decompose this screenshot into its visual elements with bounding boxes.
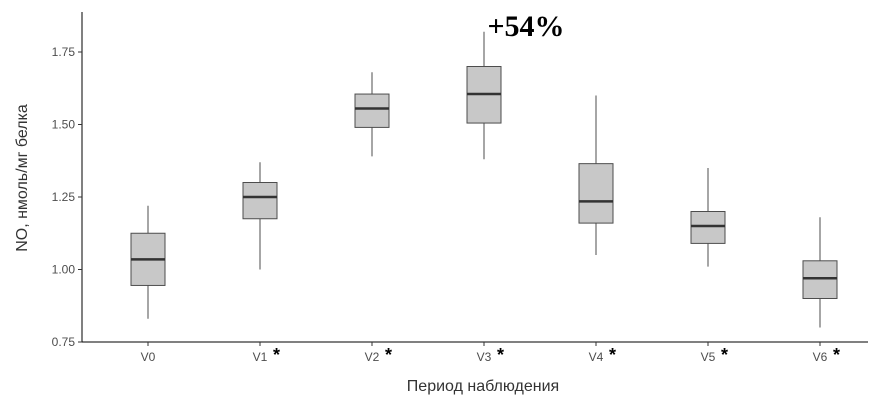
significance-star: * xyxy=(609,345,616,365)
y-tick-label: 1.50 xyxy=(52,118,76,132)
box-v3 xyxy=(466,31,502,160)
y-axis: 0.75 1.00 1.25 1.50 1.75 xyxy=(52,12,83,349)
iqr-box xyxy=(354,93,390,128)
boxes xyxy=(130,31,838,328)
x-tick-label: V4 xyxy=(589,350,604,364)
iqr-box xyxy=(578,163,614,224)
significance-star: * xyxy=(833,345,840,365)
y-tick-label: 0.75 xyxy=(52,335,76,349)
iqr-box xyxy=(690,211,726,244)
y-tick-label: 1.00 xyxy=(52,263,76,277)
iqr-box xyxy=(802,260,838,299)
x-tick-label: V0 xyxy=(141,350,156,364)
y-axis-title: NO, нмоль/мг белка xyxy=(14,104,31,252)
significance-star: * xyxy=(497,345,504,365)
x-axis: V0 V1 * V2 * V3 * V4 * V5 * V6 * xyxy=(82,341,868,365)
box-v2 xyxy=(354,72,390,157)
x-tick-label: V1 xyxy=(253,350,268,364)
x-tick-label: V5 xyxy=(701,350,716,364)
percent-change-annotation: +54% xyxy=(487,10,564,43)
significance-star: * xyxy=(385,345,392,365)
x-axis-title: Период наблюдения xyxy=(407,378,559,395)
box-v0 xyxy=(130,205,166,319)
x-tick-label: V3 xyxy=(477,350,492,364)
box-v1 xyxy=(242,162,278,270)
x-tick-label: V2 xyxy=(365,350,380,364)
y-tick-label: 1.25 xyxy=(52,190,76,204)
significance-star: * xyxy=(273,345,280,365)
x-tick-label: V6 xyxy=(813,350,828,364)
box-v6 xyxy=(802,217,838,328)
significance-star: * xyxy=(721,345,728,365)
box-v5 xyxy=(690,168,726,267)
box-v4 xyxy=(578,95,614,255)
y-tick-label: 1.75 xyxy=(52,45,76,59)
iqr-box xyxy=(242,182,278,220)
